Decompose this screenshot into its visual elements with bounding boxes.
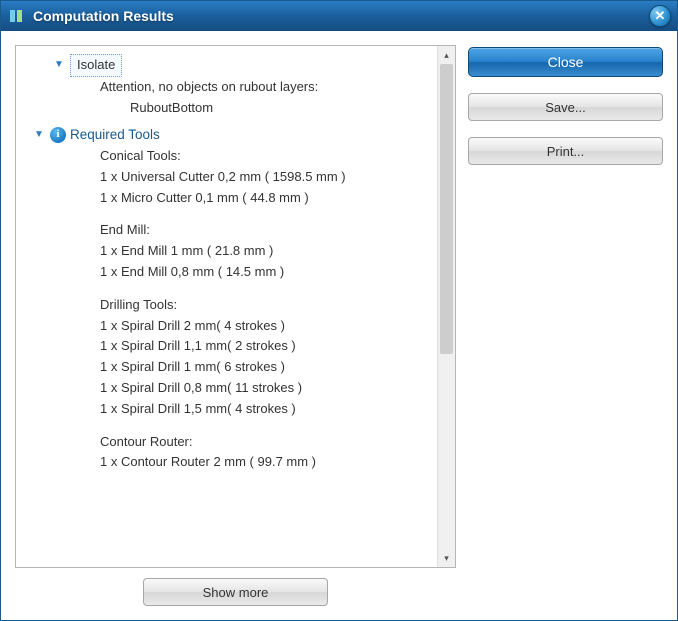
scrollbar-up-icon[interactable]: ▴ — [438, 46, 455, 64]
section-heading: End Mill: — [30, 220, 429, 241]
tool-line: 1 x Spiral Drill 1,1 mm( 2 strokes ) — [30, 336, 429, 357]
dialog-body: ▼ Isolate Attention, no objects on rubou… — [1, 31, 677, 620]
scrollbar-down-icon[interactable]: ▾ — [438, 549, 455, 567]
app-icon — [7, 7, 25, 25]
close-button[interactable]: Close — [468, 47, 663, 77]
tree-node-isolate[interactable]: ▼ Isolate — [30, 54, 429, 77]
tool-line: 1 x End Mill 1 mm ( 21.8 mm ) — [30, 241, 429, 262]
tool-line: 1 x Spiral Drill 1 mm( 6 strokes ) — [30, 357, 429, 378]
titlebar: Computation Results ✕ — [1, 1, 677, 31]
expand-icon[interactable]: ▼ — [54, 57, 66, 73]
required-tools-title: Required Tools — [70, 124, 160, 146]
tool-line: 1 x Spiral Drill 2 mm( 4 strokes ) — [30, 316, 429, 337]
dialog-title: Computation Results — [33, 8, 174, 24]
scrollbar-thumb[interactable] — [440, 64, 453, 354]
dialog-window: Computation Results ✕ ▼ Isolate Attentio… — [0, 0, 678, 621]
show-more-button[interactable]: Show more — [143, 578, 328, 606]
results-panel: ▼ Isolate Attention, no objects on rubou… — [15, 45, 456, 568]
info-icon: i — [50, 127, 66, 143]
right-column: Close Save... Print... — [468, 45, 663, 606]
tree-node-required-tools[interactable]: ▼ i Required Tools — [30, 124, 429, 146]
tool-line: 1 x Micro Cutter 0,1 mm ( 44.8 mm ) — [30, 188, 429, 209]
left-column: ▼ Isolate Attention, no objects on rubou… — [15, 45, 456, 606]
section-heading: Conical Tools: — [30, 146, 429, 167]
print-button[interactable]: Print... — [468, 137, 663, 165]
rubout-layer-text: RuboutBottom — [30, 98, 429, 119]
section-heading: Contour Router: — [30, 432, 429, 453]
tool-line: 1 x Universal Cutter 0,2 mm ( 1598.5 mm … — [30, 167, 429, 188]
show-more-row: Show more — [15, 578, 456, 606]
tool-line: 1 x End Mill 0,8 mm ( 14.5 mm ) — [30, 262, 429, 283]
results-content: ▼ Isolate Attention, no objects on rubou… — [16, 46, 437, 567]
tool-line: 1 x Contour Router 2 mm ( 99.7 mm ) — [30, 452, 429, 473]
vertical-scrollbar[interactable]: ▴ ▾ — [437, 46, 455, 567]
titlebar-close-button[interactable]: ✕ — [649, 5, 671, 27]
isolate-label: Isolate — [70, 54, 122, 77]
attention-text: Attention, no objects on rubout layers: — [30, 77, 429, 98]
tool-line: 1 x Spiral Drill 1,5 mm( 4 strokes ) — [30, 399, 429, 420]
expand-icon[interactable]: ▼ — [34, 127, 46, 143]
save-button[interactable]: Save... — [468, 93, 663, 121]
tool-line: 1 x Spiral Drill 0,8 mm( 11 strokes ) — [30, 378, 429, 399]
section-heading: Drilling Tools: — [30, 295, 429, 316]
